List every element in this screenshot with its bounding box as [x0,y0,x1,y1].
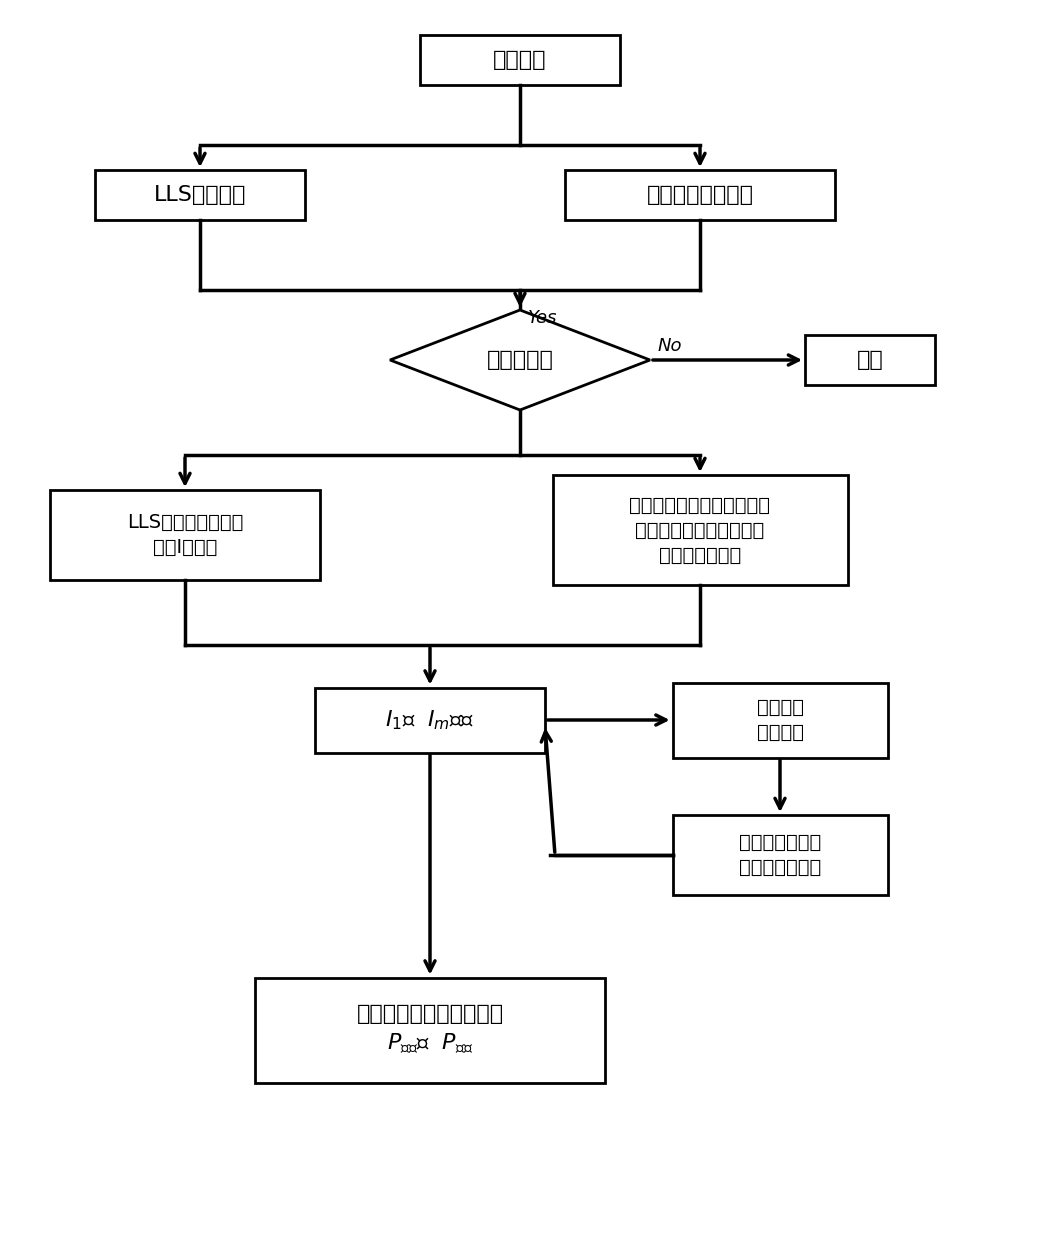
Bar [420,35,620,86]
Text: 线路跳闸: 线路跳闸 [493,50,547,69]
Bar [95,170,305,219]
Bar [565,170,835,219]
Bar [552,475,848,585]
Text: 雷击致跳闸: 雷击致跳闸 [487,350,553,370]
Bar [805,335,935,384]
Bar [673,682,887,758]
Polygon shape [390,310,650,410]
Bar [673,815,887,895]
Text: Yes: Yes [528,309,557,327]
Text: LLS雷电参数获取：
幅值I、定位: LLS雷电参数获取： 幅值I、定位 [127,513,243,557]
Text: 线路、地形特征参数获取：
（接地电阻、保护角、高
度、地面倾角）: 线路、地形特征参数获取： （接地电阻、保护角、高 度、地面倾角） [629,496,771,564]
Text: 线路故障信息查询: 线路故障信息查询 [647,185,754,205]
Bar [315,687,545,753]
Bar [255,977,605,1083]
Text: 结束: 结束 [857,350,883,370]
Text: No: No [658,337,682,355]
Text: 雷击故障性质判
别概率算法模型: 雷击故障性质判 别概率算法模型 [738,833,822,877]
Bar [50,490,320,580]
Text: LLS雷电定位: LLS雷电定位 [154,185,246,205]
Text: 雷击故障形式判断结论：
$P_{反击}$、  $P_{绕击}$: 雷击故障形式判断结论： $P_{反击}$、 $P_{绕击}$ [357,1004,503,1056]
Text: $I_1$、  $I_m$计算: $I_1$、 $I_m$计算 [386,708,474,732]
Text: 划分概率
计算区间: 划分概率 计算区间 [756,698,804,742]
